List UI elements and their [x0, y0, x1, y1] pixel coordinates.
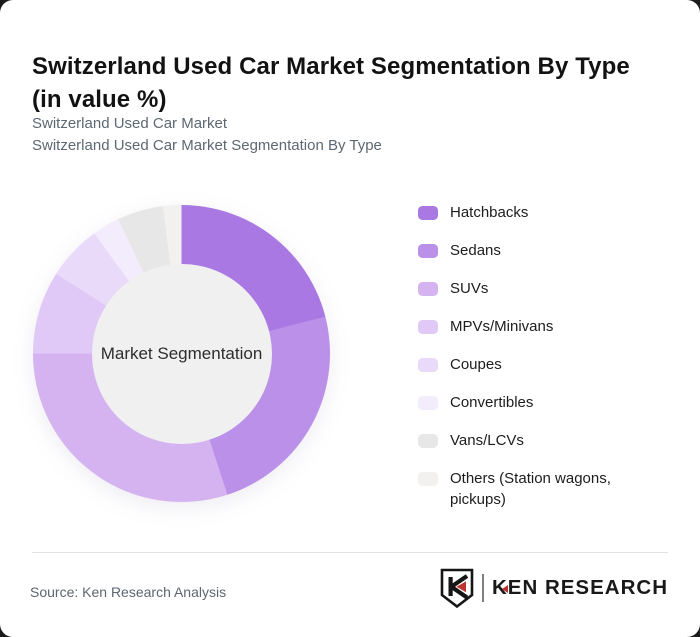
legend-swatch-coupes: [418, 357, 438, 372]
legend-item-hatchbacks[interactable]: Hatchbacks: [418, 202, 670, 223]
legend-item-others[interactable]: Others (Station wagons, pickups): [418, 468, 670, 510]
logo-divider: [481, 574, 484, 602]
legend-label: Others (Station wagons, pickups): [450, 470, 611, 508]
legend-item-suvs[interactable]: SUVs: [418, 278, 670, 299]
legend-swatch-hatchbacks: [418, 205, 438, 220]
legend-swatch-convertibles: [418, 395, 438, 410]
legend-label: SUVs: [450, 280, 489, 297]
page-title-line1: Switzerland Used Car Market Segmentation…: [32, 53, 630, 81]
legend-item-mpvs-minivans[interactable]: MPVs/Minivans: [418, 316, 670, 337]
logo-text: KEN RESEARCH: [492, 576, 668, 600]
legend-item-vans-lcvs[interactable]: Vans/LCVs: [418, 430, 670, 451]
legend-label: Sedans: [450, 242, 501, 259]
legend-label: Convertibles: [450, 394, 534, 411]
legend-swatch-vans-lcvs: [418, 433, 438, 448]
legend-label: MPVs/Minivans: [450, 318, 554, 335]
legend-swatch-others: [418, 471, 438, 486]
legend-item-sedans[interactable]: Sedans: [418, 240, 670, 261]
legend-swatch-mpvs-minivans: [418, 319, 438, 334]
legend-label: Coupes: [450, 356, 502, 373]
ken-research-shield-icon: [440, 568, 474, 609]
legend-item-coupes[interactable]: Coupes: [418, 354, 670, 375]
donut-center-label: Market Segmentation: [100, 343, 263, 363]
chart-subtitle-line2: Switzerland Used Car Market Segmentation…: [32, 136, 382, 154]
chart-legend: Hatchbacks Sedans SUVs MPVs/Minivans Cou…: [418, 202, 670, 510]
page-title-line2: (in value %): [32, 86, 167, 114]
donut-chart[interactable]: Market Segmentation: [33, 205, 330, 502]
legend-swatch-suvs: [418, 281, 438, 296]
legend-item-convertibles[interactable]: Convertibles: [418, 392, 670, 413]
ken-research-logo: KEN RESEARCH: [439, 567, 668, 609]
source-text: Source: Ken Research Analysis: [30, 584, 227, 600]
legend-label: Hatchbacks: [450, 204, 529, 221]
logo-rest: EN RESEARCH: [507, 576, 668, 599]
chart-subtitle: Switzerland Used Car Market Switzerland …: [32, 113, 632, 156]
logo-letter-k: K: [491, 576, 508, 599]
chart-subtitle-line1: Switzerland Used Car Market: [32, 115, 228, 132]
page-title: Switzerland Used Car Market Segmentation…: [32, 50, 672, 116]
footer-divider: [32, 552, 668, 553]
legend-label: Vans/LCVs: [450, 432, 524, 449]
legend-swatch-sedans: [418, 243, 438, 258]
donut-hole: Market Segmentation: [91, 263, 272, 444]
